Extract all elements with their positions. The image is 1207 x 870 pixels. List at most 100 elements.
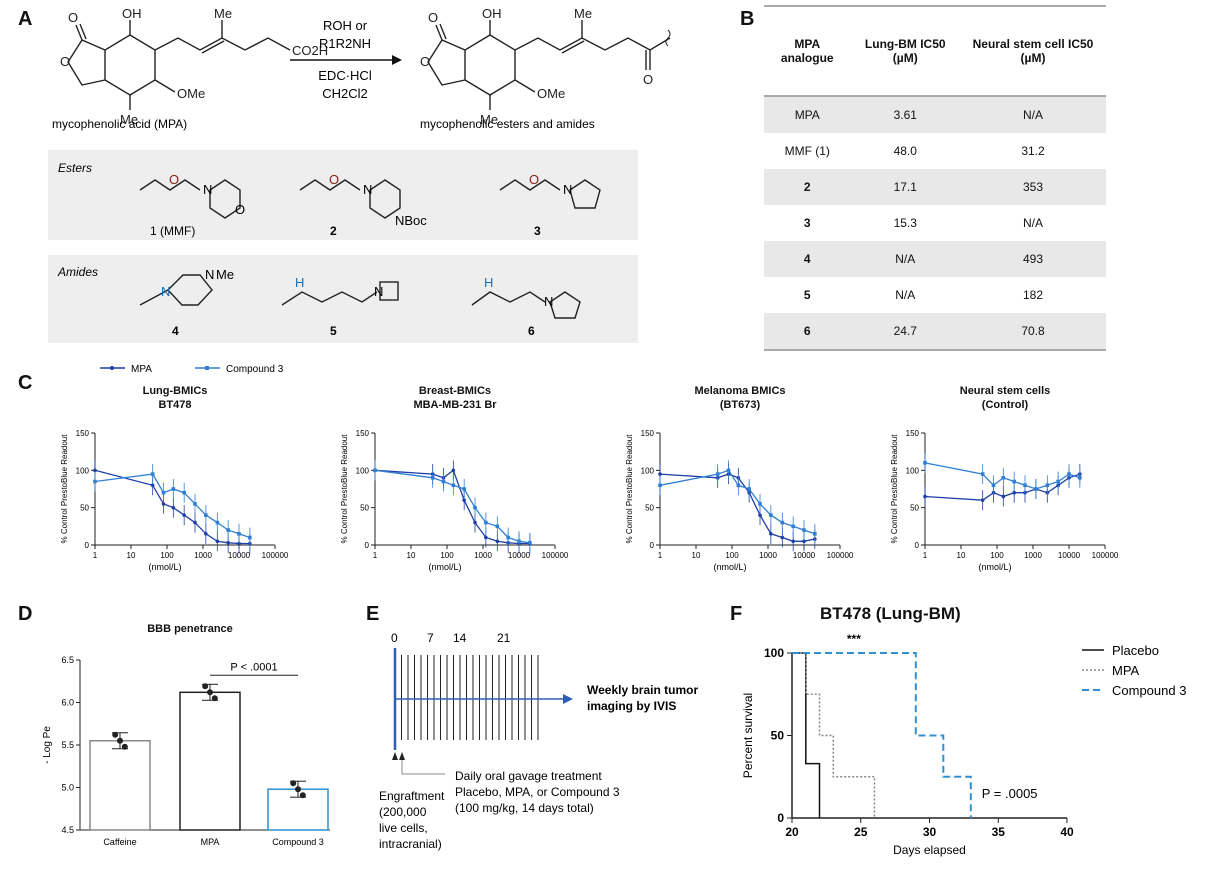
x-tick-label: 1 bbox=[373, 551, 378, 560]
y-tick-label: 100 bbox=[906, 466, 920, 475]
cell: 6 bbox=[764, 313, 851, 351]
cell: N/A bbox=[850, 241, 960, 277]
header-lung-ic50: Lung-BM IC50 (µM) bbox=[850, 5, 960, 97]
day-0: 0 bbox=[391, 631, 398, 645]
x-tick-label: 10 bbox=[692, 551, 701, 560]
table-row: 5 N/A 182 bbox=[764, 277, 1106, 313]
mpa-label: mycophenolic acid (MPA) bbox=[52, 117, 187, 131]
cell: MPA bbox=[764, 96, 851, 133]
dose-point bbox=[473, 505, 477, 510]
dose-point bbox=[161, 490, 166, 495]
x-tick-label: 100 bbox=[990, 551, 1004, 560]
conditions1: EDC·HCl bbox=[318, 68, 372, 83]
dose-point bbox=[1034, 487, 1038, 491]
dose-point bbox=[758, 502, 762, 506]
dose-point bbox=[451, 468, 456, 473]
y-tick-label: 50 bbox=[80, 504, 89, 513]
dose-point bbox=[758, 513, 762, 517]
dose-point bbox=[193, 520, 197, 525]
dose-chart-title: Melanoma BMICs (BT673) bbox=[645, 384, 835, 412]
ester-label-3: 3 bbox=[534, 224, 541, 238]
dose-point bbox=[182, 490, 186, 495]
survival-series-line bbox=[792, 652, 876, 818]
dose-point bbox=[780, 535, 785, 540]
x-tick-label: 1000 bbox=[194, 551, 212, 560]
y-tick-label: 150 bbox=[906, 429, 920, 438]
y-tick-label: 150 bbox=[641, 429, 655, 438]
dose-chart: 0 50 100 150 1 10 100 1000 10000 100000 (nmol/L) % … bbox=[60, 429, 289, 572]
amide4-n2: N bbox=[205, 267, 214, 282]
mpa-lactone-ring bbox=[67, 39, 106, 86]
bbb-point bbox=[121, 743, 128, 750]
cell: N/A bbox=[1022, 216, 1043, 230]
cell: 5 bbox=[803, 288, 811, 302]
dose-series-line bbox=[94, 473, 251, 539]
bbb-title: BBB penetrance bbox=[147, 623, 233, 635]
dose-chart-title-line1: Neural stem cells bbox=[959, 385, 1051, 397]
x-tick-label: 20 bbox=[785, 825, 799, 839]
dose-point bbox=[769, 532, 773, 536]
dose-point bbox=[1067, 472, 1071, 476]
panel-a-scheme: O O OH Me CO2H OMe Me mycophenolic acid … bbox=[48, 6, 671, 343]
survival-chart: 0 50 100 20 25 30 35 40 Days elapsed Percent surv… bbox=[741, 632, 1186, 857]
dose-chart-title-line2: (Control) bbox=[981, 399, 1029, 411]
bbb-chart: 4.5 5.0 5.5 6.0 6.5 - Log Pe Caffeine MPA Compou… bbox=[42, 655, 330, 847]
dose-point bbox=[204, 532, 208, 536]
x-tick-label: 10 bbox=[407, 551, 416, 560]
dose-point bbox=[802, 528, 806, 532]
y-axis-label: % Control PrestoBlue Readout bbox=[60, 434, 69, 544]
x-axis-label: (nmol/L) bbox=[148, 562, 181, 572]
dose-point bbox=[430, 476, 435, 480]
cell: 70.8 bbox=[959, 313, 1106, 351]
cell: MMF (1) bbox=[784, 144, 830, 158]
x-tick-label: 25 bbox=[854, 825, 868, 839]
dose-point bbox=[150, 483, 155, 488]
mpa-me-top: Me bbox=[214, 6, 232, 21]
x-axis-label: (nmol/L) bbox=[713, 562, 746, 572]
cell: 31.2 bbox=[1021, 144, 1045, 158]
dose-chart-title-line1: Lung-BMICs bbox=[142, 385, 208, 397]
bbb-bar bbox=[89, 740, 151, 831]
y-tick-label: 5.5 bbox=[61, 740, 74, 750]
dose-chart-title: Breast-BMICs MBA-MB-231 Br bbox=[360, 384, 550, 412]
treat-line3: (100 mg/kg, 14 days total) bbox=[455, 801, 594, 815]
cell: 4 bbox=[764, 241, 851, 277]
dose-point bbox=[747, 487, 751, 491]
product-oh: OH bbox=[482, 6, 502, 21]
x-tick-label: 1 bbox=[658, 551, 663, 560]
x-tick-label: 10000 bbox=[228, 551, 251, 560]
y-tick-label: 100 bbox=[641, 466, 655, 475]
y-tick-label: 0 bbox=[777, 811, 784, 825]
amides-title: Amides bbox=[57, 265, 98, 279]
y-tick-label: 50 bbox=[645, 504, 654, 513]
x-tick-label: 100 bbox=[440, 551, 454, 560]
esters-box bbox=[48, 150, 638, 240]
y-tick-label: 0 bbox=[365, 541, 370, 550]
ester1-o: O bbox=[169, 172, 179, 187]
dose-point bbox=[161, 502, 166, 506]
legend-mpa: MPA bbox=[131, 364, 152, 375]
amide-label-6: 6 bbox=[528, 324, 535, 338]
reagent-line2: R1R2NH bbox=[319, 36, 371, 51]
dose-series-line bbox=[659, 469, 816, 535]
x-axis-label: (nmol/L) bbox=[978, 562, 1011, 572]
y-axis-label: % Control PrestoBlue Readout bbox=[890, 434, 899, 544]
day-7: 7 bbox=[427, 631, 434, 645]
table-row: 3 15.3 N/A bbox=[764, 205, 1106, 241]
y-tick-label: 100 bbox=[764, 646, 784, 660]
dose-point bbox=[517, 539, 521, 544]
survival-series-line bbox=[792, 652, 821, 818]
dose-chart-title: Neural stem cells (Control) bbox=[910, 384, 1100, 412]
header-analogue: MPA analogue bbox=[764, 5, 851, 97]
panel-letter-f: F bbox=[730, 603, 743, 625]
cell: 17.1 bbox=[850, 169, 960, 205]
dose-point bbox=[451, 483, 456, 488]
x-tick-label: 10 bbox=[957, 551, 966, 560]
x-tick-label: 100000 bbox=[827, 551, 854, 560]
amide-label-4: 4 bbox=[172, 324, 179, 338]
product-me-top: Me bbox=[574, 6, 592, 21]
dose-series-line bbox=[374, 469, 530, 544]
ester-label-1: 1 (MMF) bbox=[150, 224, 195, 238]
dose-point bbox=[528, 540, 532, 545]
x-tick-label: 10000 bbox=[508, 551, 531, 560]
